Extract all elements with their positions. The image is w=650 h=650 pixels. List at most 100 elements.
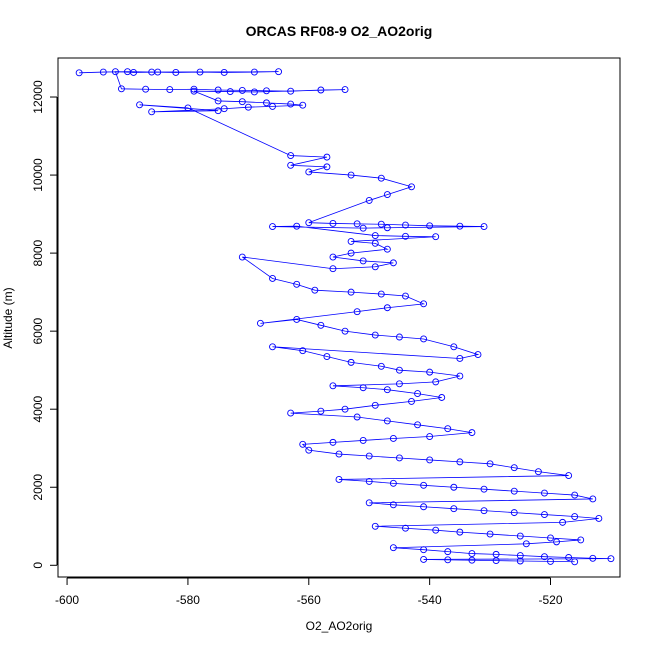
data-point <box>402 524 409 532</box>
data-point <box>347 171 355 179</box>
data-point <box>111 68 119 76</box>
data-point <box>486 460 494 468</box>
data-point <box>184 104 192 112</box>
data-point <box>426 222 434 230</box>
data-point <box>510 464 518 472</box>
data-point <box>305 219 313 227</box>
data-point <box>402 232 409 240</box>
data-point <box>287 87 295 95</box>
data-point <box>371 239 379 247</box>
data-point <box>299 347 307 355</box>
y-tick-label: 10000 <box>31 158 45 192</box>
data-point <box>565 472 573 479</box>
data-point <box>323 353 331 360</box>
data-point <box>293 280 301 288</box>
data-point <box>432 526 440 534</box>
data-point <box>389 259 397 267</box>
data-point <box>335 450 343 458</box>
data-point <box>323 163 331 171</box>
data-point <box>293 222 301 230</box>
data-point <box>365 452 373 460</box>
data-point <box>353 308 361 316</box>
data-point <box>75 69 83 77</box>
data-point <box>492 557 500 565</box>
data-point <box>347 358 355 366</box>
data-point <box>383 224 391 232</box>
data-point <box>238 98 246 106</box>
x-axis-label: O2_AO2orig <box>306 619 373 633</box>
data-point <box>414 421 422 429</box>
data-point <box>347 237 355 245</box>
chart-title: ORCAS RF08-9 O2_AO2orig <box>246 23 433 39</box>
data-point <box>541 489 548 497</box>
data-point <box>486 530 494 538</box>
y-axis: 0 2000 4000 6000 8000 10000 12000 <box>31 80 58 569</box>
data-point <box>389 479 397 487</box>
data-point <box>541 553 548 561</box>
data-point <box>214 107 222 115</box>
data-point <box>299 101 307 109</box>
data-point <box>377 174 385 182</box>
y-tick-label: 12000 <box>31 80 45 114</box>
series-line <box>79 71 611 563</box>
data-point <box>269 223 276 231</box>
data-point <box>468 550 476 558</box>
data-point <box>238 253 246 261</box>
data-point <box>559 518 567 526</box>
data-point <box>510 487 518 495</box>
data-point <box>172 68 180 76</box>
data-point <box>402 292 409 300</box>
data-point <box>480 223 488 231</box>
data-point <box>420 503 428 511</box>
y-tick-label: 6000 <box>31 317 45 344</box>
data-point <box>166 86 174 94</box>
data-point <box>456 528 464 536</box>
data-point <box>389 544 397 552</box>
data-point <box>444 425 452 433</box>
data-point <box>347 249 355 257</box>
data-point <box>371 522 379 530</box>
data-point <box>256 319 264 327</box>
data-point <box>547 557 554 565</box>
data-point <box>323 153 331 161</box>
data-point <box>136 101 144 109</box>
data-point <box>383 417 391 425</box>
data-point <box>571 491 579 499</box>
data-point <box>269 343 276 351</box>
data-point <box>250 88 258 96</box>
data-point <box>402 221 409 229</box>
data-point <box>190 87 198 95</box>
data-point <box>317 407 325 415</box>
data-point <box>432 378 440 386</box>
x-tick-label: -560 <box>297 593 321 607</box>
data-point <box>329 253 337 261</box>
data-point <box>365 196 373 204</box>
data-point <box>275 68 283 76</box>
data-point <box>607 555 615 563</box>
data-point <box>456 355 464 362</box>
data-point <box>317 86 325 94</box>
data-point <box>438 394 446 401</box>
x-tick-label: -580 <box>176 593 200 607</box>
data-point <box>305 168 313 176</box>
data-point <box>577 536 585 544</box>
x-tick-label: -600 <box>55 593 79 607</box>
data-point <box>480 485 488 493</box>
data-point <box>450 505 458 513</box>
data-point <box>359 257 367 265</box>
data-point <box>516 557 524 565</box>
data-point <box>341 86 349 94</box>
data-point <box>238 86 246 94</box>
data-point <box>377 220 385 228</box>
data-point <box>371 232 379 240</box>
data-point <box>220 68 228 76</box>
y-tick-label: 4000 <box>31 396 45 423</box>
data-point <box>335 475 343 483</box>
data-point <box>468 556 476 564</box>
data-point <box>371 263 379 271</box>
data-point <box>383 191 391 199</box>
data-point <box>589 554 597 562</box>
data-point <box>408 183 415 191</box>
data-point <box>305 446 313 454</box>
data-point <box>341 405 349 413</box>
